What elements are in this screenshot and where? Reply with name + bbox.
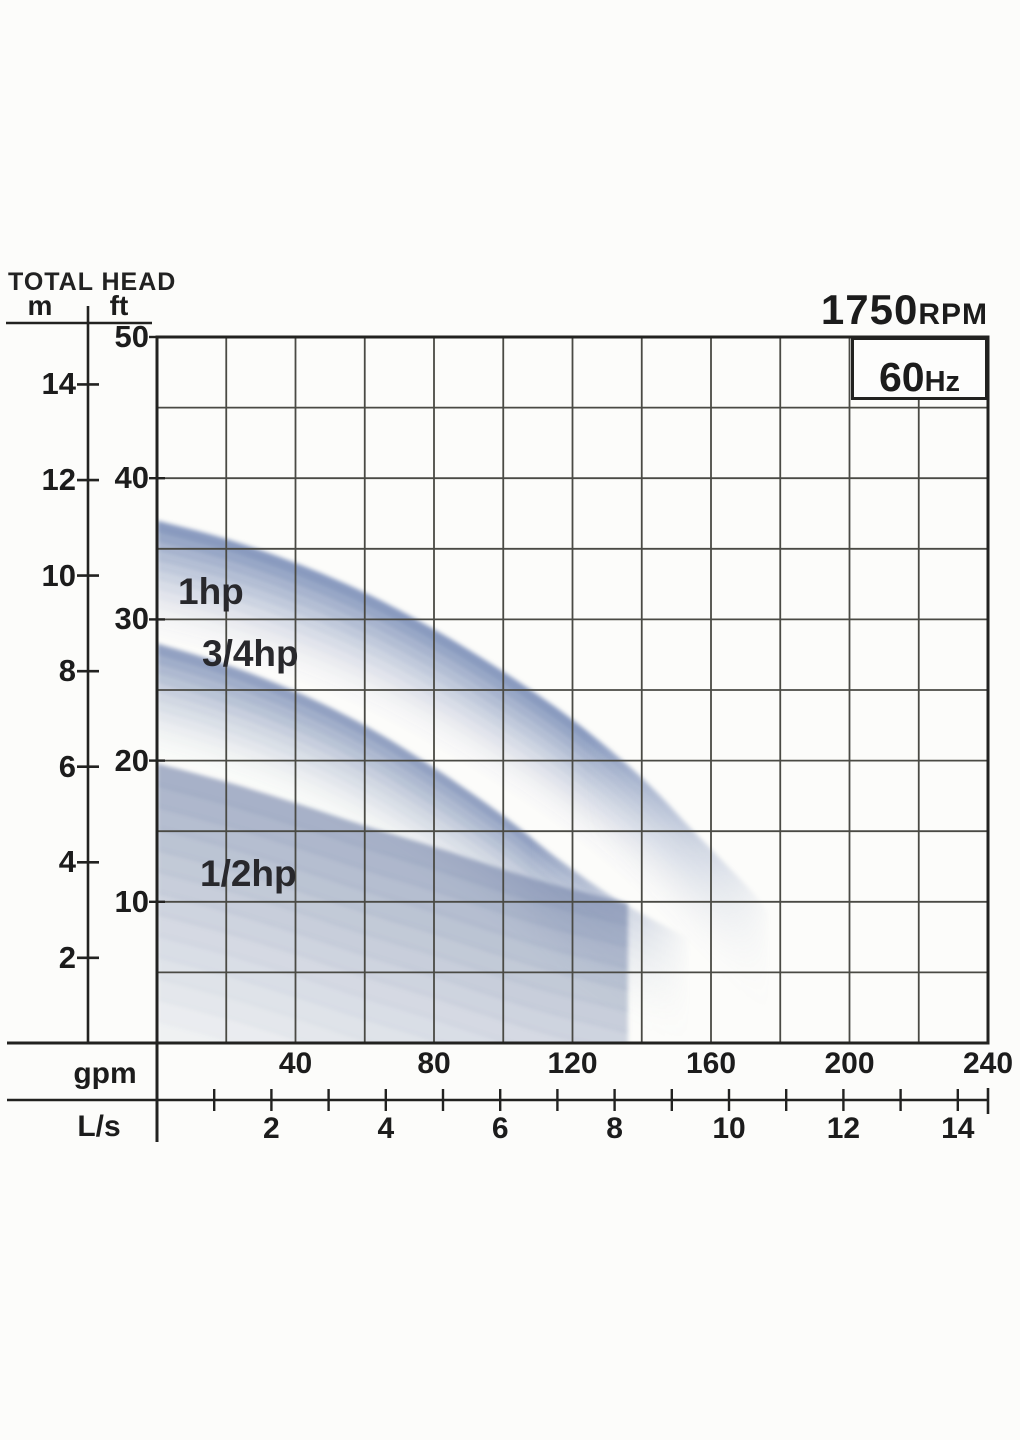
m-tick-label: 2: [58, 939, 76, 975]
gpm-tick-label: 120: [547, 1047, 598, 1080]
band-3-4hp: [157, 643, 691, 1033]
frequency-badge: 60 Hz: [851, 337, 988, 400]
ls-tick-label: 14: [941, 1112, 975, 1145]
ft-tick-label: 40: [114, 460, 149, 496]
curve-label-1-2hp: 1/2hp: [200, 853, 297, 894]
ls-tick-label: 12: [826, 1112, 861, 1145]
plot-border: [155, 335, 990, 1045]
m-tick-label: 10: [41, 557, 76, 593]
curve-label-1hp: 1hp: [178, 571, 244, 612]
grid-lines: [157, 337, 988, 1043]
ls-tick-label: 4: [377, 1112, 395, 1145]
head-unit-m-label: m: [27, 290, 53, 321]
gpm-axis-unit-label: gpm: [73, 1057, 137, 1090]
m-tick-label: 8: [58, 653, 76, 689]
ls-tick-label: 2: [263, 1112, 280, 1145]
ft-tick-label: 10: [114, 883, 149, 919]
total-head-title: TOTAL HEAD: [8, 268, 177, 296]
rpm-unit: RPM: [918, 298, 988, 331]
frequency-value: 60: [878, 354, 925, 400]
m-tick-label: 14: [41, 366, 76, 402]
ls-axis-unit-label: L/s: [77, 1110, 121, 1143]
m-tick-label: 12: [41, 462, 76, 498]
band-1-2hp: [157, 763, 628, 1043]
m-tick-label: 4: [58, 844, 76, 880]
ft-tick-label: 30: [114, 601, 149, 637]
ls-tick-label: 10: [712, 1112, 746, 1145]
gpm-tick-label: 160: [685, 1047, 737, 1080]
ft-tick-label: 50: [114, 319, 149, 354]
head-unit-ft-label: ft: [109, 290, 129, 321]
gpm-tick-label: 240: [962, 1047, 1014, 1080]
ls-tick-label: 6: [491, 1112, 509, 1145]
gpm-tick-label: 80: [417, 1047, 451, 1080]
rpm-label: 1750 RPM: [821, 286, 988, 334]
gpm-tick-label: 200: [824, 1047, 875, 1080]
gpm-tick-label: 40: [278, 1047, 313, 1080]
frequency-unit: Hz: [924, 366, 961, 398]
rpm-value: 1750: [820, 286, 919, 333]
m-tick-label: 6: [58, 748, 76, 784]
curve-label-3-4hp: 3/4hp: [202, 633, 299, 674]
ls-tick-label: 8: [606, 1112, 623, 1145]
ft-tick-label: 20: [114, 742, 149, 778]
